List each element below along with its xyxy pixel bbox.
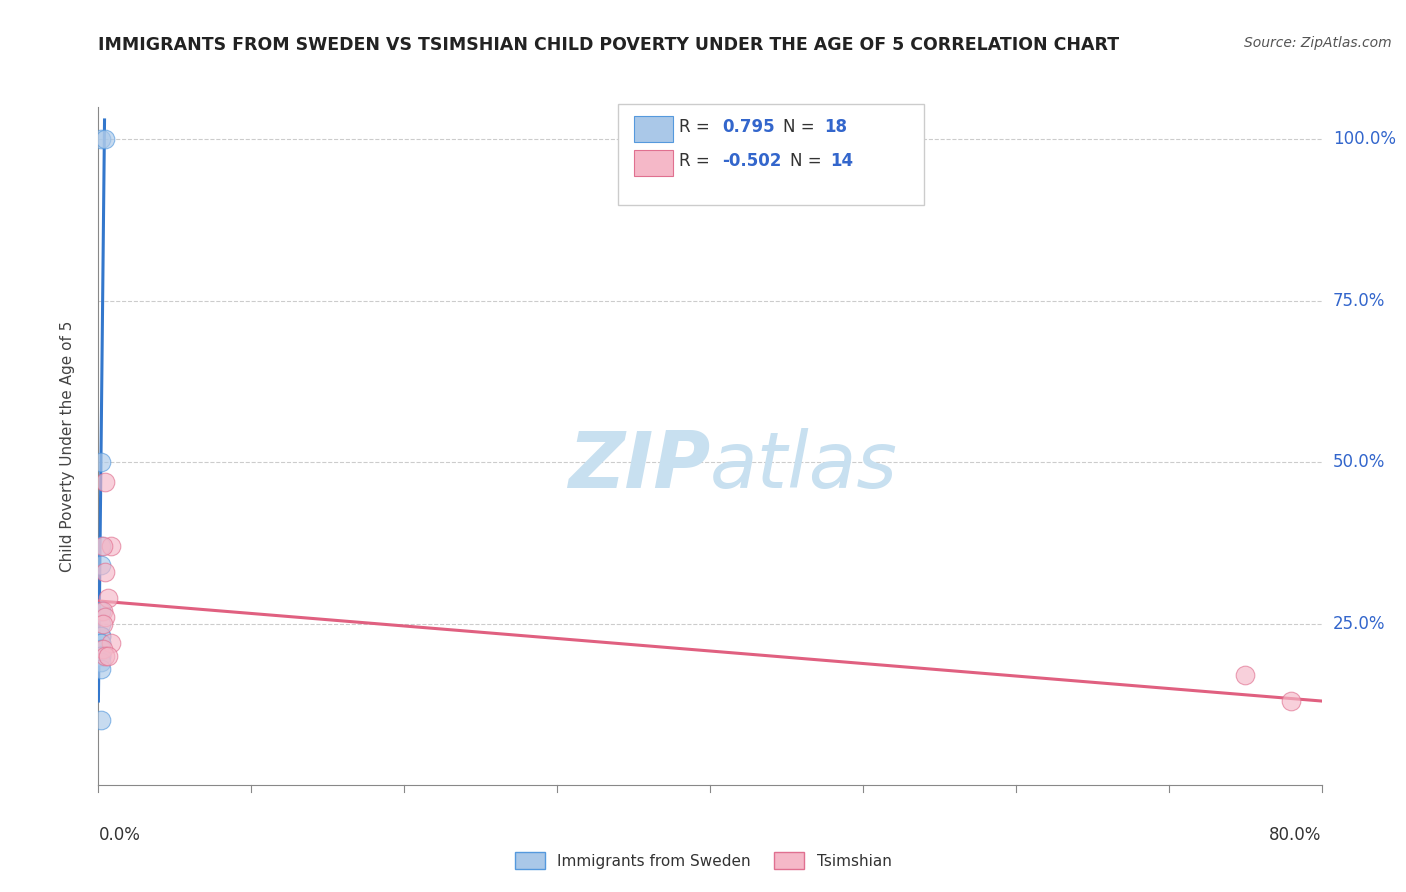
- Point: [93, 610, 115, 624]
- Legend: Immigrants from Sweden, Tsimshian: Immigrants from Sweden, Tsimshian: [509, 846, 897, 875]
- Point: [90, 630, 112, 644]
- Y-axis label: Child Poverty Under the Age of 5: Child Poverty Under the Age of 5: [60, 320, 75, 572]
- Point: [93, 132, 115, 146]
- Text: 18: 18: [824, 119, 846, 136]
- Point: [97, 591, 120, 605]
- Point: [90, 455, 112, 469]
- Text: R =: R =: [679, 153, 716, 170]
- Text: 25.0%: 25.0%: [1333, 615, 1385, 632]
- Point: [91, 642, 114, 657]
- Point: [90, 616, 112, 631]
- Point: [90, 648, 112, 663]
- Text: ZIP: ZIP: [568, 428, 710, 504]
- Point: [1279, 694, 1302, 708]
- Text: 80.0%: 80.0%: [1270, 826, 1322, 844]
- Point: [90, 630, 112, 644]
- Point: [100, 539, 122, 553]
- Point: [90, 655, 112, 669]
- Text: 100.0%: 100.0%: [1333, 130, 1396, 148]
- Point: [93, 648, 115, 663]
- Point: [100, 636, 122, 650]
- FancyBboxPatch shape: [634, 150, 673, 177]
- Text: 50.0%: 50.0%: [1333, 453, 1385, 471]
- Text: -0.502: -0.502: [723, 153, 782, 170]
- Text: 14: 14: [830, 153, 853, 170]
- Point: [90, 604, 112, 618]
- Text: 0.0%: 0.0%: [98, 826, 141, 844]
- Point: [90, 132, 112, 146]
- Point: [90, 636, 112, 650]
- Point: [93, 565, 115, 579]
- FancyBboxPatch shape: [619, 103, 924, 205]
- Point: [91, 616, 114, 631]
- Text: R =: R =: [679, 119, 716, 136]
- Point: [1234, 668, 1257, 682]
- Point: [97, 648, 120, 663]
- Text: N =: N =: [790, 153, 827, 170]
- Point: [90, 642, 112, 657]
- Point: [91, 539, 114, 553]
- Point: [90, 662, 112, 676]
- Point: [91, 604, 114, 618]
- Point: [90, 539, 112, 553]
- Point: [90, 648, 112, 663]
- Text: Source: ZipAtlas.com: Source: ZipAtlas.com: [1244, 36, 1392, 50]
- Text: 75.0%: 75.0%: [1333, 292, 1385, 310]
- Text: 0.795: 0.795: [723, 119, 775, 136]
- Text: IMMIGRANTS FROM SWEDEN VS TSIMSHIAN CHILD POVERTY UNDER THE AGE OF 5 CORRELATION: IMMIGRANTS FROM SWEDEN VS TSIMSHIAN CHIL…: [98, 36, 1119, 54]
- Text: atlas: atlas: [710, 428, 898, 504]
- FancyBboxPatch shape: [634, 116, 673, 143]
- Text: N =: N =: [783, 119, 820, 136]
- Point: [90, 558, 112, 573]
- Point: [90, 604, 112, 618]
- Point: [90, 636, 112, 650]
- Point: [90, 714, 112, 728]
- Point: [93, 475, 115, 489]
